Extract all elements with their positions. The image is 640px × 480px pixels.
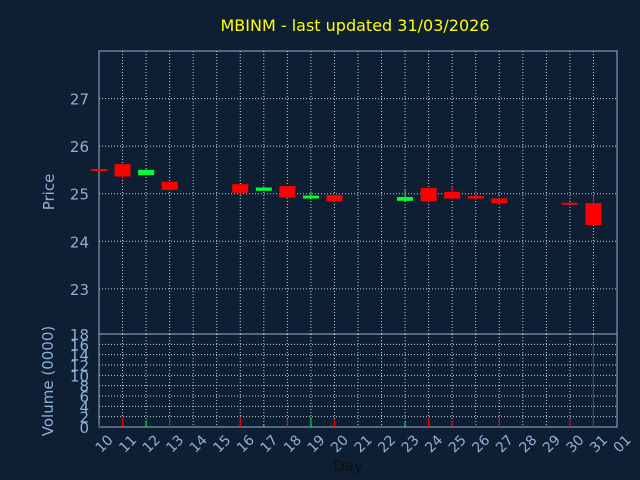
candle-body: [114, 164, 131, 177]
volume-axis-label: Volume (0000): [39, 326, 57, 436]
price-y-ticks: 23 24 25 26 27: [70, 91, 89, 299]
candle-body: [279, 186, 296, 198]
candle-body: [491, 198, 508, 204]
volume-tick-label: 8: [79, 378, 89, 396]
volume-tick-label: 14: [70, 347, 89, 365]
candle-body: [138, 169, 155, 176]
candle-body: [326, 195, 343, 202]
candle-body: [232, 184, 249, 193]
volume-bars: [98, 335, 594, 427]
price-tick-label: 25: [70, 186, 89, 204]
candle-body: [420, 187, 437, 202]
volume-tick-label: 12: [70, 357, 89, 375]
volume-tick-label: 16: [70, 336, 89, 354]
volume-tick-label: 2: [79, 409, 89, 427]
chart-title: MBINM - last updated 31/03/2026: [221, 16, 490, 35]
volume-tick-label: 4: [79, 398, 89, 416]
candle-body: [444, 191, 461, 199]
candle-body: [255, 187, 272, 191]
price-axis-label: Price: [40, 174, 58, 211]
candle-body: [161, 181, 178, 190]
price-tick-label: 24: [70, 233, 89, 251]
candle-body: [397, 197, 414, 201]
volume-grid: [99, 334, 617, 427]
volume-tick-label: 6: [79, 388, 89, 406]
candle-body: [561, 202, 578, 205]
price-tick-label: 27: [70, 91, 89, 109]
x-ticks: 10 11 12 13 14 15 16 17 18 19 20 21 22 23 24 25 26 27 28 29…: [93, 432, 635, 456]
volume-tick-label: 0: [79, 419, 89, 437]
volume-tick-label: 10: [70, 367, 89, 385]
candles: [91, 164, 602, 226]
volume-tick-label: 18: [70, 326, 89, 344]
candle-body: [467, 196, 484, 199]
candle-body: [302, 195, 319, 199]
price-tick-label: 26: [70, 138, 89, 156]
price-panel: 23 24 25 26 27 Price: [40, 50, 618, 335]
x-axis-label: Day: [333, 457, 363, 475]
candle-body: [585, 203, 602, 226]
candle-body: [91, 168, 107, 171]
price-tick-label: 23: [70, 281, 89, 299]
